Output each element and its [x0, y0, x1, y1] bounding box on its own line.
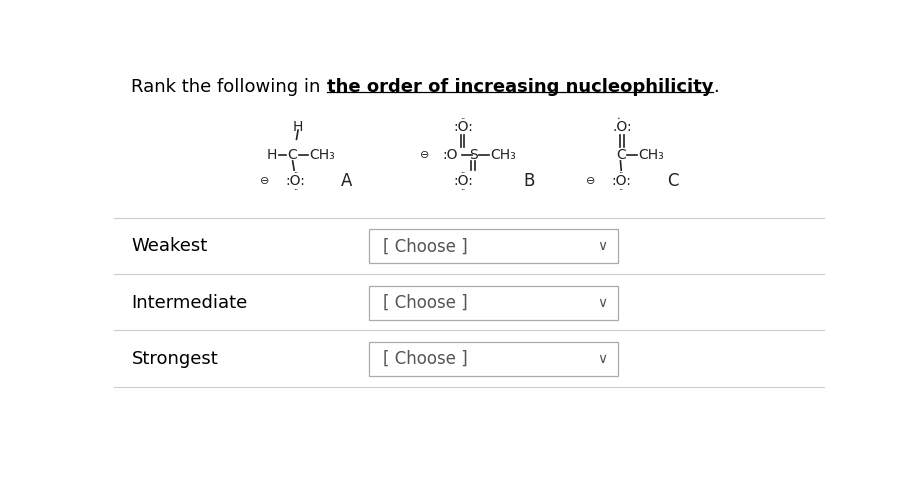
Text: C: C — [287, 148, 297, 162]
Text: ⋅⋅: ⋅⋅ — [460, 114, 466, 123]
Text: ∨: ∨ — [597, 240, 608, 253]
Text: ⋅⋅: ⋅⋅ — [460, 168, 466, 177]
Text: [ Choose ]: [ Choose ] — [382, 350, 468, 368]
Text: C: C — [617, 148, 626, 162]
Text: H: H — [266, 148, 277, 162]
Text: B: B — [523, 172, 534, 190]
Text: ⋅⋅: ⋅⋅ — [619, 168, 624, 177]
FancyBboxPatch shape — [369, 229, 619, 263]
Text: A: A — [341, 172, 352, 190]
Text: ∨: ∨ — [597, 352, 608, 366]
Text: :O:: :O: — [453, 120, 473, 134]
Text: C: C — [667, 172, 678, 190]
Text: CH₃: CH₃ — [309, 148, 336, 162]
Text: ⊖: ⊖ — [586, 176, 595, 186]
Text: .: . — [713, 78, 719, 96]
Text: ⊖: ⊖ — [260, 176, 269, 186]
Text: CH₃: CH₃ — [490, 148, 516, 162]
Text: ⋅⋅: ⋅⋅ — [293, 168, 298, 177]
Text: ⋅⋅: ⋅⋅ — [293, 185, 298, 194]
Text: ⋅: ⋅ — [617, 114, 619, 124]
Text: H: H — [293, 120, 303, 134]
Text: S: S — [468, 148, 478, 162]
Text: Rank the following in: Rank the following in — [132, 78, 327, 96]
FancyBboxPatch shape — [369, 286, 619, 320]
Text: .O:: .O: — [612, 120, 632, 134]
Text: ⋅⋅: ⋅⋅ — [619, 185, 624, 194]
Text: ∨: ∨ — [597, 295, 608, 310]
Text: [ Choose ]: [ Choose ] — [382, 293, 468, 312]
Text: :O:: :O: — [453, 174, 473, 188]
Text: ⋅⋅: ⋅⋅ — [460, 185, 466, 194]
FancyBboxPatch shape — [369, 342, 619, 376]
Text: Intermediate: Intermediate — [132, 293, 248, 312]
Text: ⊖: ⊖ — [420, 150, 429, 160]
Text: CH₃: CH₃ — [639, 148, 664, 162]
Text: :O:: :O: — [611, 174, 631, 188]
Text: [ Choose ]: [ Choose ] — [382, 238, 468, 255]
Text: Weakest: Weakest — [132, 238, 208, 255]
Text: :O:: :O: — [285, 174, 306, 188]
Text: :O: :O — [442, 148, 458, 162]
Text: the order of increasing nucleophilicity: the order of increasing nucleophilicity — [327, 78, 713, 96]
Text: Strongest: Strongest — [132, 350, 218, 368]
